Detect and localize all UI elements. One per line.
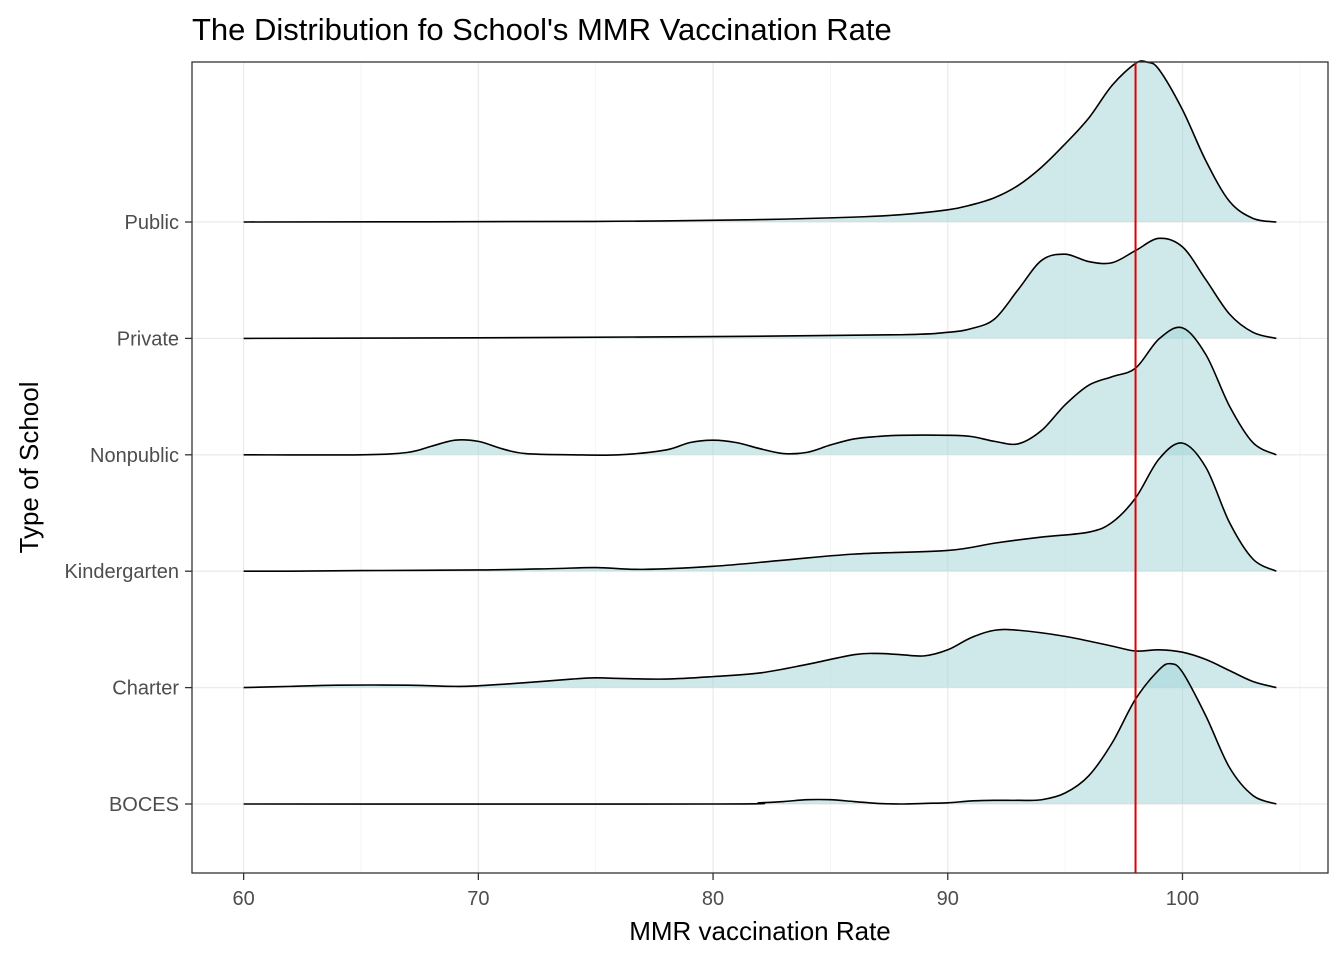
ridge-area-private: [243, 238, 1277, 339]
x-tick-label: 90: [937, 888, 959, 910]
ridge-line-public: [243, 60, 1277, 223]
ridge-area-charter: [243, 629, 1277, 688]
y-tick-label-kindergarten: Kindergarten: [64, 561, 179, 583]
chart-title: The Distribution fo School's MMR Vaccina…: [192, 12, 892, 47]
x-axis-title: MMR vaccination Rate: [629, 916, 891, 946]
y-axis-title: Type of School: [14, 382, 44, 554]
ridge-line-boces: [243, 662, 1277, 805]
ridge-area-nonpublic: [243, 327, 1277, 456]
y-axis: BOCES Charter Kindergarten Nonpublic Private…: [64, 212, 192, 816]
ridge-line-kindergarten: [243, 442, 1277, 573]
x-tick-label: 70: [467, 888, 489, 910]
ridge-line-charter: [243, 628, 1277, 689]
ridge-area-boces: [243, 663, 1277, 805]
x-tick-label: 60: [233, 888, 255, 910]
y-tick-label-charter: Charter: [112, 678, 179, 700]
ridge-area-kindergarten: [243, 442, 1277, 572]
x-tick-label: 100: [1166, 888, 1199, 910]
y-tick-label-boces: BOCES: [109, 794, 179, 816]
plot-panel: [191, 61, 1329, 874]
x-axis: 60 70 80 90 100: [233, 873, 1199, 910]
x-tick-label: 80: [702, 888, 724, 910]
ridges: [243, 60, 1277, 805]
y-tick-label-private: Private: [117, 328, 179, 350]
ridge-line-private: [243, 237, 1277, 340]
y-tick-label-nonpublic: Nonpublic: [90, 445, 179, 467]
y-tick-label-public: Public: [125, 212, 179, 234]
ridge-area-public: [243, 60, 1277, 223]
